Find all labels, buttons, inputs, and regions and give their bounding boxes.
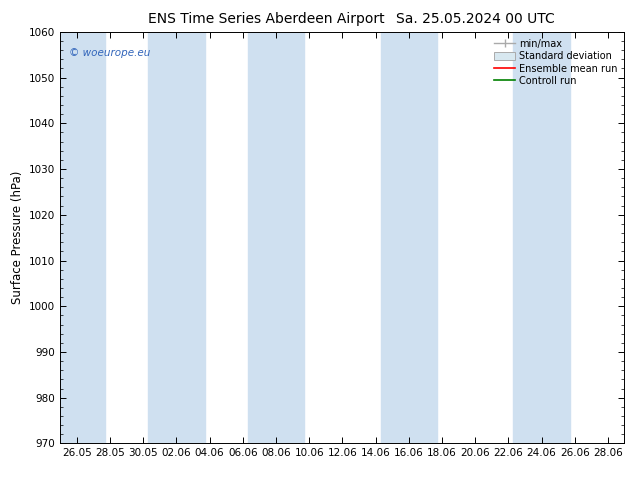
Text: © woeurope.eu: © woeurope.eu [68, 49, 150, 58]
Text: ENS Time Series Aberdeen Airport: ENS Time Series Aberdeen Airport [148, 12, 385, 26]
Bar [49, 32, 105, 443]
Bar [380, 32, 437, 443]
Text: Sa. 25.05.2024 00 UTC: Sa. 25.05.2024 00 UTC [396, 12, 555, 26]
Legend: min/max, Standard deviation, Ensemble mean run, Controll run: min/max, Standard deviation, Ensemble me… [492, 37, 619, 88]
Y-axis label: Surface Pressure (hPa): Surface Pressure (hPa) [11, 171, 23, 304]
Bar [514, 32, 570, 443]
Bar [148, 32, 205, 443]
Bar [248, 32, 304, 443]
